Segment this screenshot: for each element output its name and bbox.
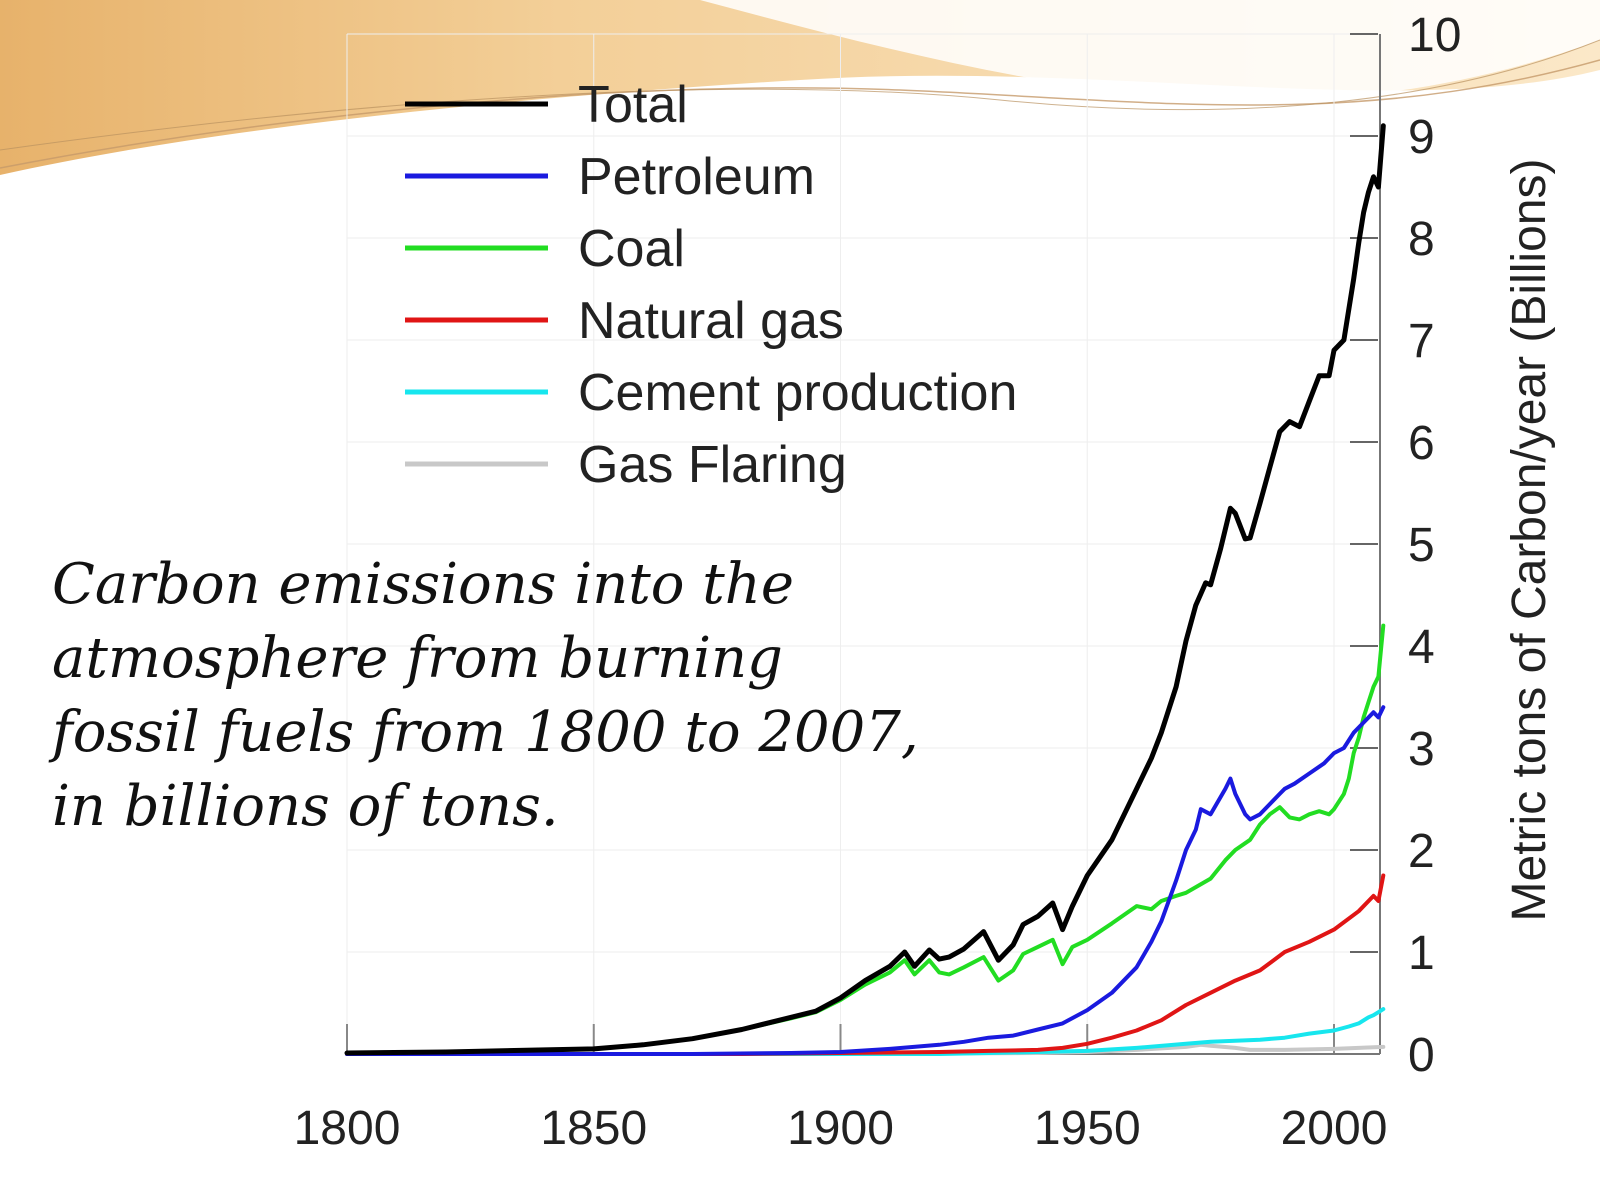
y-axis-label: Metric tons of Carbon/year (Billions): [1503, 159, 1556, 922]
banner-swoosh-line: [0, 59, 1600, 169]
slide-caption: Carbon emissions into the atmosphere fro…: [52, 548, 919, 844]
legend-label: Coal: [578, 220, 685, 278]
y-tick-label: 0: [1408, 1029, 1435, 1082]
caption-line-4: in billions of tons.: [52, 774, 559, 839]
legend-label: Gas Flaring: [578, 436, 847, 494]
y-tick-label: 8: [1408, 213, 1435, 266]
banner-front-wave: [700, 0, 1600, 101]
legend-label: Natural gas: [578, 292, 844, 350]
y-tick-label: 9: [1408, 111, 1435, 164]
x-tick-label: 1850: [540, 1102, 647, 1155]
y-tick-label: 5: [1408, 519, 1435, 572]
series-line-natural-gas: [345, 873, 1386, 1056]
y-tick-label: 3: [1408, 723, 1435, 776]
legend: Total Petroleum Coal Natural gas Cement prod…: [405, 76, 1017, 494]
x-tick-label: 1900: [787, 1102, 894, 1155]
y-tick-label: 10: [1408, 9, 1461, 62]
series-line-total: [344, 123, 1386, 1056]
y-tick-label: 7: [1408, 315, 1435, 368]
legend-label: Cement production: [578, 364, 1017, 422]
grid-lines: [346, 33, 1360, 1055]
series-line-cement-production: [345, 1007, 1386, 1056]
y-tick-label: 2: [1408, 825, 1435, 878]
tick-labels: 0 1 2 3 4 5 6 7 8 9 10 1800 1850 1900 1950 2000: [294, 9, 1462, 1155]
caption-line-1: Carbon emissions into the: [52, 552, 794, 617]
x-tick-label: 2000: [1281, 1102, 1388, 1155]
decorative-banner: [0, 0, 1600, 175]
series-lines: [344, 123, 1386, 1056]
x-tick-label: 1950: [1034, 1102, 1141, 1155]
x-tick-label: 1800: [294, 1102, 401, 1155]
y-tick-label: 6: [1408, 417, 1435, 470]
legend-label: Petroleum: [578, 148, 815, 206]
caption-line-2: atmosphere from burning: [52, 626, 783, 691]
series-line-petroleum: [345, 705, 1386, 1056]
chart: 0 1 2 3 4 5 6 7 8 9 10 1800 1850 1900 1950 2000 Metric …: [294, 9, 1556, 1155]
legend-label: Total: [578, 76, 688, 134]
y-tick-label: 1: [1408, 927, 1435, 980]
caption-line-3: fossil fuels from 1800 to 2007,: [52, 700, 919, 765]
banner-swoosh-line-2: [0, 39, 1600, 151]
y-tick-label: 4: [1408, 621, 1435, 674]
